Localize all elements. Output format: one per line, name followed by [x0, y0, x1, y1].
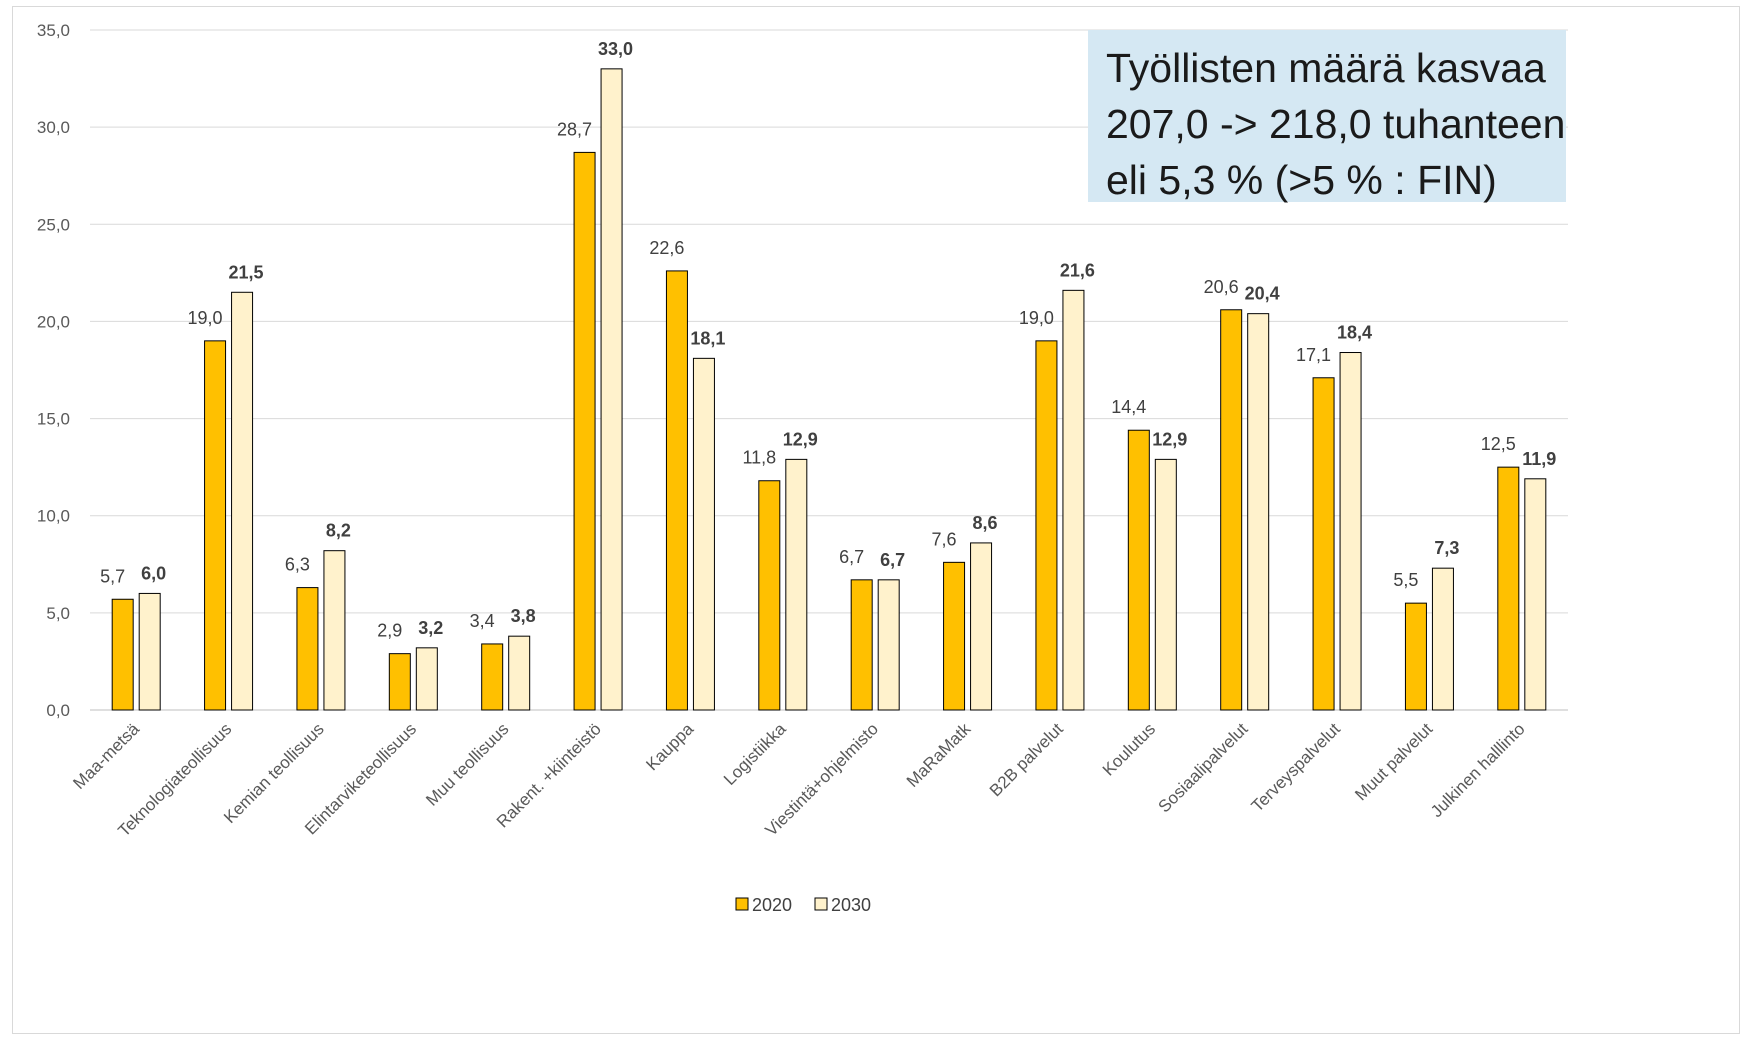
bar-2030 — [785, 458, 808, 711]
data-label-2020: 6,7 — [839, 547, 864, 567]
data-label-2020: 2,9 — [377, 621, 402, 641]
bar-2030 — [877, 579, 900, 711]
bar-2030 — [1431, 567, 1454, 711]
data-label-2020: 19,0 — [1019, 308, 1054, 328]
bar-2030 — [1154, 458, 1177, 711]
data-label-2030: 6,7 — [880, 550, 905, 570]
y-tick-label: 25,0 — [37, 215, 70, 234]
legend: 2020 2030 — [735, 895, 871, 915]
data-label-2020: 7,6 — [932, 529, 957, 549]
y-tick-label: 5,0 — [46, 604, 70, 623]
annotation-line-2: 207,0 -> 218,0 tuhanteen — [1106, 101, 1566, 147]
data-label-2030: 7,3 — [1434, 538, 1459, 558]
data-label-2020: 6,3 — [285, 555, 310, 575]
x-tick-label: Muu teollisuus — [422, 719, 512, 809]
bar-2030 — [1524, 478, 1547, 711]
bar-2030 — [600, 68, 623, 711]
bar-2020 — [758, 480, 781, 711]
bar-2020 — [111, 598, 134, 711]
bar-2020 — [1312, 377, 1335, 711]
data-label-2030: 8,6 — [973, 513, 998, 533]
legend-label-2020: 2020 — [752, 895, 792, 915]
data-label-2030: 21,6 — [1060, 260, 1095, 280]
data-label-2030: 18,1 — [690, 328, 725, 348]
bars — [111, 68, 1547, 711]
data-label-2030: 12,9 — [783, 429, 818, 449]
data-label-2030: 33,0 — [598, 39, 633, 59]
legend-swatch-2030 — [814, 897, 828, 911]
data-label-2020: 19,0 — [188, 308, 223, 328]
data-label-2030: 11,9 — [1522, 449, 1556, 469]
y-tick-label: 20,0 — [37, 312, 70, 331]
bar-2020 — [296, 587, 319, 711]
y-tick-label: 30,0 — [37, 118, 70, 137]
data-label-2030: 21,5 — [229, 262, 264, 282]
data-label-2020: 5,7 — [100, 566, 125, 586]
x-tick-label: Kemian teollisuus — [220, 719, 328, 827]
data-label-2030: 8,2 — [326, 521, 351, 541]
bar-2020 — [943, 561, 966, 711]
data-label-2020: 3,4 — [470, 611, 495, 631]
legend-swatch-2020 — [735, 897, 749, 911]
data-label-2030: 18,4 — [1337, 323, 1372, 343]
data-label-2020: 28,7 — [557, 119, 592, 139]
x-tick-label: Logistiikka — [720, 719, 790, 789]
x-tick-label: B2B palvelut — [986, 719, 1067, 800]
data-label-2020: 20,6 — [1204, 277, 1239, 297]
bar-2020 — [204, 340, 227, 711]
annotation-box: Työllisten määrä kasvaa 207,0 -> 218,0 t… — [1088, 30, 1566, 203]
bar-2030 — [323, 550, 346, 711]
bar-2020 — [573, 151, 596, 711]
bar-2030 — [415, 647, 438, 711]
data-label-2020: 22,6 — [649, 238, 684, 258]
x-tick-label: Kauppa — [642, 719, 697, 774]
bar-2030 — [1247, 313, 1270, 711]
bar-2030 — [508, 635, 531, 711]
data-label-2030: 20,4 — [1245, 284, 1280, 304]
bar-2030 — [138, 592, 161, 711]
bar-2030 — [231, 291, 254, 711]
annotation-line-1: Työllisten määrä kasvaa — [1106, 45, 1546, 91]
data-label-2020: 12,5 — [1481, 434, 1516, 454]
data-label-2030: 12,9 — [1152, 429, 1187, 449]
bar-2020 — [850, 579, 873, 711]
x-tick-label: Koulutus — [1099, 719, 1159, 779]
x-tick-label: Sosiaalipalvelut — [1155, 719, 1252, 816]
bar-2020 — [388, 653, 411, 711]
bar-2030 — [692, 357, 715, 711]
x-tick-label: MaRaMatk — [903, 719, 975, 791]
data-label-2030: 3,8 — [511, 606, 536, 626]
y-tick-label: 35,0 — [37, 21, 70, 40]
data-label-2020: 5,5 — [1393, 570, 1418, 590]
data-label-2030: 3,2 — [418, 618, 443, 638]
legend-label-2030: 2030 — [831, 895, 871, 915]
data-labels: 5,7 6,0 19,0 21,5 6,3 8,2 2,9 3,2 3,4 3,8 28,7 33,0… — [100, 39, 1556, 641]
data-label-2020: 17,1 — [1296, 345, 1331, 365]
bar-2020 — [1127, 429, 1150, 711]
bar-2020 — [1497, 466, 1520, 711]
y-tick-label: 10,0 — [37, 507, 70, 526]
y-axis-ticks: 0,0 5,0 10,0 15,0 20,0 25,0 30,0 35,0 — [37, 21, 70, 720]
bar-2020 — [665, 270, 688, 711]
data-label-2030: 6,0 — [141, 563, 166, 583]
x-tick-label: Rakent. +kiinteistö — [493, 719, 605, 831]
bar-2020 — [1035, 340, 1058, 711]
y-tick-label: 15,0 — [37, 410, 70, 429]
x-tick-label: Maa-metsä — [69, 719, 143, 793]
bar-2030 — [970, 542, 993, 711]
data-label-2020: 14,4 — [1111, 397, 1146, 417]
bar-2030 — [1339, 352, 1362, 711]
bar-2030 — [1062, 289, 1085, 711]
bar-2020 — [481, 643, 504, 711]
annotation-line-3: eli 5,3 % (>5 % : FIN) — [1106, 157, 1497, 203]
data-label-2020: 11,8 — [742, 448, 776, 468]
y-tick-label: 0,0 — [46, 701, 70, 720]
x-tick-label: Julkinen halllinto — [1427, 719, 1529, 821]
bar-2020 — [1220, 309, 1243, 711]
x-tick-label: Terveyspalvelut — [1248, 719, 1344, 815]
x-tick-label: Muut palvelut — [1351, 719, 1436, 804]
bar-2020 — [1404, 602, 1427, 711]
